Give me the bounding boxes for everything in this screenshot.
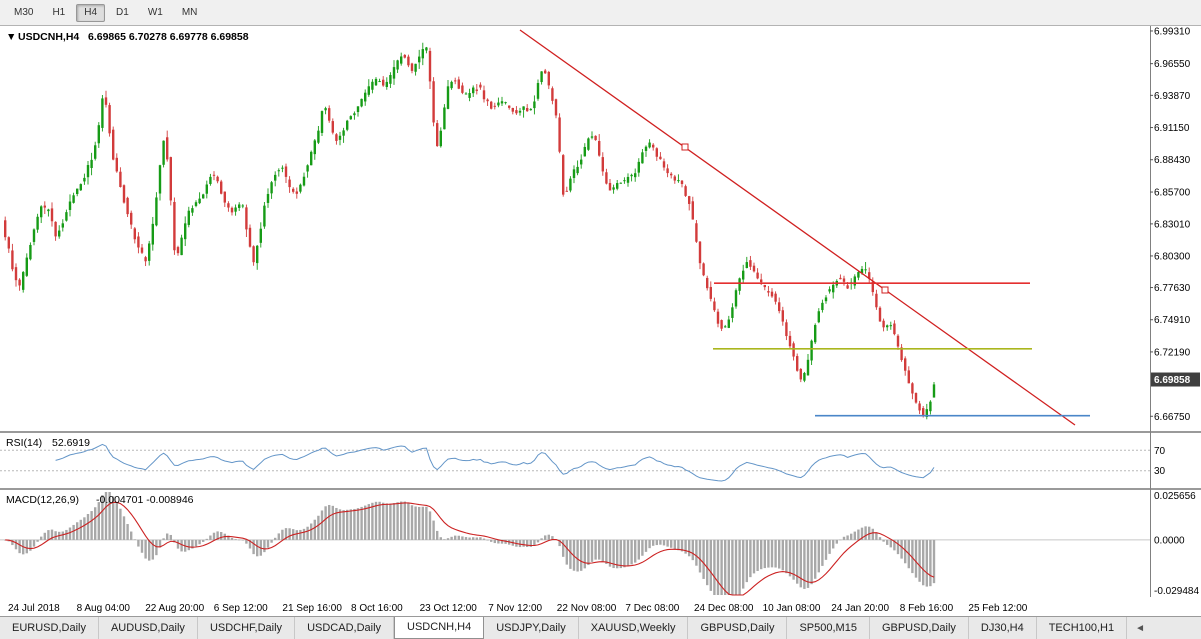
time-axis-label: 22 Nov 08:00	[557, 603, 617, 614]
chart-tab-gbpusd-daily[interactable]: GBPUSD,Daily	[688, 617, 788, 639]
price-axis-label: 6.88430	[1154, 155, 1191, 166]
chart-symbol-label: USDCNH,H4	[18, 31, 79, 43]
rsi-value: 52.6919	[52, 437, 90, 449]
price-axis-label: 6.96550	[1154, 59, 1191, 70]
price-axis-label: 6.80300	[1154, 251, 1191, 262]
time-axis-label: 24 Jul 2018	[8, 603, 60, 614]
time-axis-label: 21 Sep 16:00	[282, 603, 342, 614]
price-axis-label: 6.85700	[1154, 188, 1191, 199]
price-axis-label: 6.91150	[1154, 123, 1190, 134]
tab-scroll-left-icon[interactable]: ◄	[1135, 622, 1146, 634]
price-axis-label: 6.93870	[1154, 91, 1191, 102]
price-axis[interactable]: 6.99310 6.96550 6.93870 6.91150 6.88430 6.857…	[1150, 26, 1200, 423]
chart-tab-usdjpy-daily[interactable]: USDJPY,Daily	[484, 617, 579, 639]
chart-symbol-dropdown-icon[interactable]: ▼	[6, 31, 16, 43]
timeframe-button-mn[interactable]: MN	[181, 6, 198, 18]
time-axis-label: 8 Feb 16:00	[900, 603, 954, 614]
price-axis-label: 6.74910	[1154, 315, 1191, 326]
chart-tab-bar: EURUSD,Daily AUDUSD,Daily USDCHF,Daily USDC…	[0, 616, 1201, 639]
chart-tab-eurusd-daily[interactable]: EURUSD,Daily	[0, 617, 99, 639]
macd-axis-label: -0.029484	[1154, 586, 1199, 597]
chart-canvas[interactable]: 6.99310 6.96550 6.93870 6.91150 6.88430 6.857…	[0, 26, 1201, 616]
chart-tab-usdcad-daily[interactable]: USDCAD,Daily	[295, 617, 395, 639]
descending-trendline[interactable]	[519, 29, 1076, 426]
chart-tab-xauusd-weekly[interactable]: XAUUSD,Weekly	[579, 617, 689, 639]
rsi-label: RSI(14)	[6, 437, 42, 449]
macd-axis-label: 0.025656	[1154, 491, 1196, 502]
timeframe-button-h1[interactable]: H1	[52, 6, 66, 18]
time-axis[interactable]: 24 Jul 2018 8 Aug 04:00 22 Aug 20:00 6 Sep …	[8, 603, 1028, 614]
timeframe-toolbar: M30 H1 H4 D1 W1 MN	[0, 0, 1201, 26]
rsi-axis-label: 70	[1154, 446, 1166, 457]
chart-tab-usdchf-daily[interactable]: USDCHF,Daily	[198, 617, 296, 639]
panel-separator[interactable]	[0, 488, 1201, 490]
chart-area: 6.99310 6.96550 6.93870 6.91150 6.88430 6.857…	[0, 26, 1201, 616]
time-axis-label: 6 Sep 12:00	[214, 603, 268, 614]
price-axis-label: 6.72190	[1154, 347, 1191, 358]
macd-label: MACD(12,26,9)	[6, 494, 79, 506]
panel-separator[interactable]	[0, 431, 1201, 433]
candles-layer	[4, 42, 936, 420]
chart-tab-tech100-h1[interactable]: TECH100,H1	[1037, 617, 1128, 639]
timeframe-button-m30[interactable]: M30	[14, 6, 34, 18]
chart-tab-gbpusd-daily[interactable]: GBPUSD,Daily	[870, 617, 969, 639]
price-axis-label: 6.77630	[1154, 283, 1191, 294]
time-axis-label: 8 Aug 04:00	[77, 603, 131, 614]
price-axis-label: 6.83010	[1154, 219, 1191, 230]
trendline-anchor-marker[interactable]	[681, 143, 689, 151]
rsi-axis-label: 30	[1154, 466, 1166, 477]
chart-tab-dj30-h4[interactable]: DJ30,H4	[969, 617, 1037, 639]
current-price-badge	[1151, 372, 1200, 387]
time-axis-label: 23 Oct 12:00	[420, 603, 478, 614]
chart-tab-sp500-m15[interactable]: SP500,M15	[787, 617, 870, 639]
macd-axis-label: 0.0000	[1154, 535, 1185, 546]
timeframe-button-d1[interactable]: D1	[116, 6, 129, 18]
time-axis-label: 24 Jan 20:00	[831, 603, 889, 614]
chart-tab-usdcnh-h4[interactable]: USDCNH,H4	[394, 617, 485, 639]
chart-tab-audusd-daily[interactable]: AUDUSD,Daily	[99, 617, 198, 639]
chart-quote-line: 6.69865 6.70278 6.69778 6.69858	[88, 31, 249, 43]
price-axis-label: 6.66750	[1154, 412, 1191, 423]
time-axis-label: 7 Dec 08:00	[625, 603, 679, 614]
price-axis-label: 6.99310	[1154, 26, 1191, 37]
macd-values: -0.004701 -0.008946	[96, 494, 194, 506]
current-price-value: 6.69858	[1154, 375, 1191, 386]
time-axis-label: 10 Jan 08:00	[763, 603, 821, 614]
time-axis-label: 7 Nov 12:00	[488, 603, 542, 614]
rsi-line	[55, 443, 935, 482]
timeframe-button-h4[interactable]: H4	[76, 3, 106, 22]
macd-signal-line	[5, 501, 935, 596]
timeframe-button-w1[interactable]: W1	[147, 6, 163, 18]
time-axis-label: 25 Feb 12:00	[968, 603, 1027, 614]
chart-background	[0, 26, 1201, 616]
trendline-anchor-marker[interactable]	[881, 286, 889, 294]
time-axis-label: 22 Aug 20:00	[145, 603, 204, 614]
macd-histogram	[4, 492, 936, 595]
time-axis-label: 24 Dec 08:00	[694, 603, 754, 614]
time-axis-label: 8 Oct 16:00	[351, 603, 403, 614]
